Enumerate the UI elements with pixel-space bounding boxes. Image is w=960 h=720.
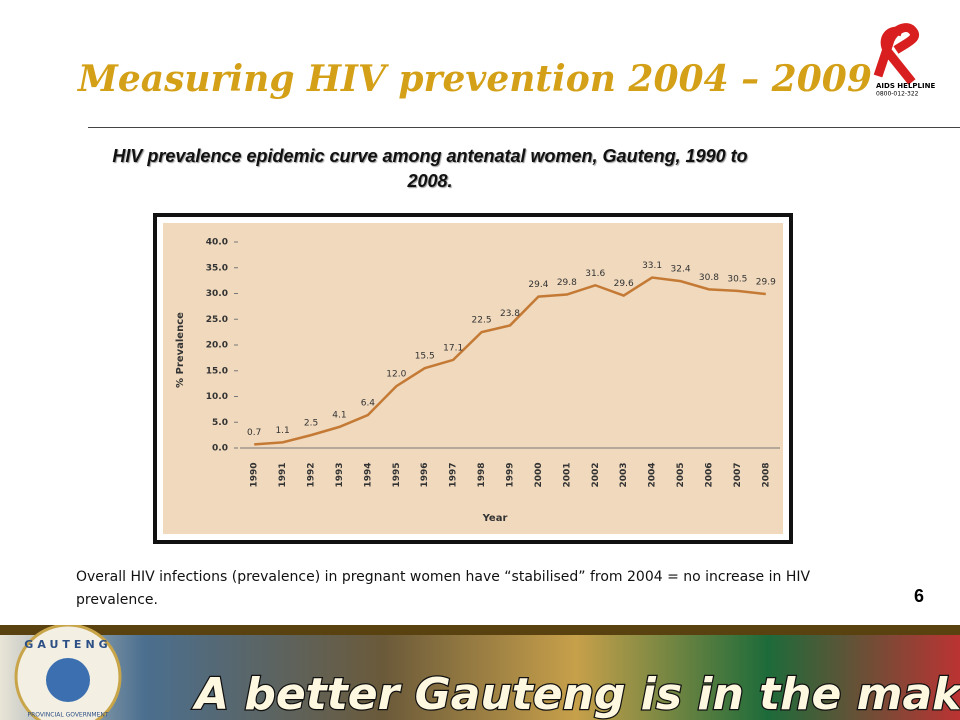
data-label: 29.4 [528, 280, 548, 290]
logo: AIDS HELPLINE 0800-012-322 [873, 23, 935, 98]
data-label: 29.8 [557, 278, 577, 288]
data-label: 29.6 [614, 279, 634, 289]
y-tick-label: 30.0 [206, 289, 228, 299]
page-number: 6 [914, 586, 925, 606]
data-label: 30.8 [699, 273, 719, 283]
data-label: 15.5 [415, 352, 435, 362]
x-tick-label: 2002 [591, 462, 601, 487]
data-label: 33.1 [642, 261, 662, 271]
y-tick-label: 10.0 [206, 392, 228, 402]
x-tick-label: 1993 [335, 462, 345, 487]
x-tick-label: 2001 [562, 462, 572, 487]
data-label: 32.4 [671, 265, 691, 275]
x-tick-label: 2006 [704, 462, 714, 487]
y-tick-label: 15.0 [206, 366, 228, 376]
plot-background [163, 223, 783, 534]
chart: Year % Prevalence 0.0 5.0 10.0 15.0 20.0 25.0… [153, 213, 793, 544]
x-tick-label: 1994 [363, 462, 373, 487]
x-tick-label: 2004 [648, 462, 658, 487]
banner-strip [0, 625, 960, 635]
x-tick-label: 1997 [449, 462, 459, 487]
emblem-shield [46, 658, 90, 702]
data-label: 4.1 [332, 410, 346, 420]
x-tick-label: 1992 [307, 462, 317, 487]
y-tick-label: 20.0 [206, 341, 228, 351]
y-axis-label: % Prevalence [175, 312, 186, 388]
ribbon [873, 23, 919, 85]
data-label: 17.1 [443, 343, 463, 353]
x-tick-label: 2003 [619, 462, 629, 487]
note: Overall HIV infections (prevalence) in p… [76, 569, 811, 608]
x-tick-label: 1999 [506, 462, 516, 487]
slide-title: Measuring HIV prevention 2004 – 2009 [78, 58, 872, 100]
data-label: 31.6 [585, 269, 605, 279]
data-label: 2.5 [304, 419, 318, 429]
data-label: 23.8 [500, 309, 520, 319]
x-tick-label: 1995 [392, 462, 402, 487]
banner-background [0, 625, 960, 720]
x-tick-label: 1998 [477, 462, 487, 487]
x-tick-label: 1990 [250, 462, 260, 487]
data-label: 22.5 [472, 316, 492, 326]
y-tick-label: 35.0 [206, 263, 228, 273]
data-label: 29.9 [756, 278, 776, 288]
y-tick-label: 40.0 [206, 238, 228, 248]
footer-banner: GAUTENG PROVINCIAL GOVERNMENT A better G… [0, 625, 960, 720]
data-label: 6.4 [361, 399, 376, 409]
x-tick-label: 1996 [420, 462, 430, 487]
x-tick-label: 2008 [761, 462, 771, 487]
x-tick-label: 1991 [278, 462, 288, 487]
x-tick-label: 2007 [733, 462, 743, 487]
emblem-bottom: PROVINCIAL GOVERNMENT [27, 712, 108, 719]
chart-title: HIV prevalence epidemic curve among ante… [112, 146, 748, 191]
logo-name: AIDS HELPLINE [876, 82, 935, 90]
x-tick-label: 2005 [676, 462, 686, 487]
y-tick-label: 0.0 [212, 444, 228, 454]
y-tick-label: 5.0 [212, 418, 228, 428]
emblem-top: GAUTENG [24, 638, 111, 651]
logo-phone: 0800-012-322 [876, 91, 919, 98]
x-axis-label: Year [482, 513, 508, 524]
data-label: 12.0 [386, 370, 406, 380]
divider [88, 127, 960, 128]
slogan: A better Gauteng is in the making [192, 669, 960, 720]
y-tick-label: 25.0 [206, 315, 228, 325]
data-label: 0.7 [247, 428, 261, 438]
data-label: 30.5 [727, 274, 747, 284]
x-tick-label: 2000 [534, 462, 544, 487]
data-label: 1.1 [275, 426, 289, 436]
data-line [254, 276, 766, 446]
